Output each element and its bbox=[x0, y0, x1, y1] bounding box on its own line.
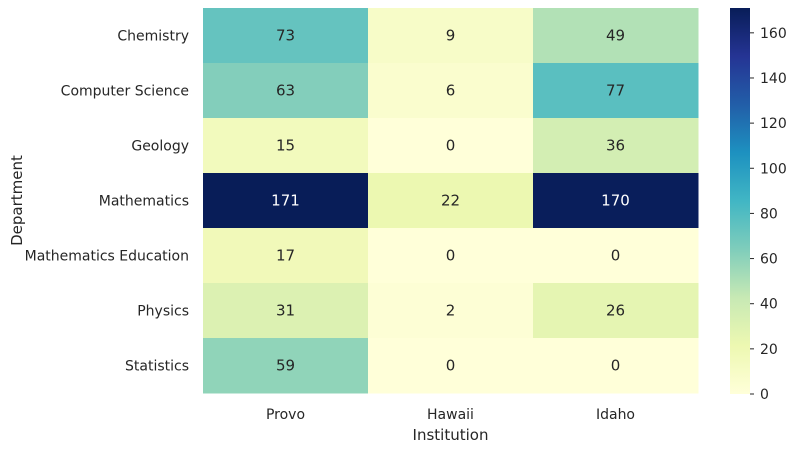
colorbar-tick-label-160: 160 bbox=[760, 26, 787, 42]
cell-value-chemistry-hawaii: 9 bbox=[446, 27, 456, 45]
x-tick-labels: Provo Hawaii Idaho bbox=[266, 407, 635, 423]
colorbar-ticks: 0 20 40 60 80 100 120 140 160 bbox=[750, 26, 787, 403]
cell-mathematics-education-hawaii bbox=[368, 228, 534, 284]
cell-physics-hawaii bbox=[368, 283, 534, 339]
cell-value-geology-idaho: 36 bbox=[606, 137, 625, 155]
cell-mathematics-idaho bbox=[533, 173, 699, 229]
cell-value-geology-provo: 15 bbox=[276, 137, 295, 155]
cell-computer-science-idaho bbox=[533, 63, 699, 119]
colorbar-tick-label-100: 100 bbox=[760, 161, 787, 177]
cell-chemistry-provo bbox=[203, 8, 369, 64]
colorbar-tick-label-0: 0 bbox=[760, 387, 769, 403]
cell-value-computer-science-idaho: 77 bbox=[606, 82, 625, 100]
cell-value-statistics-provo: 59 bbox=[276, 357, 295, 375]
cell-value-computer-science-hawaii: 6 bbox=[446, 82, 456, 100]
y-tick-statistics: Statistics bbox=[125, 359, 189, 375]
cell-value-statistics-hawaii: 0 bbox=[446, 357, 456, 375]
cell-mathematics-provo bbox=[203, 173, 369, 229]
cell-geology-idaho bbox=[533, 118, 699, 174]
cell-value-physics-provo: 31 bbox=[276, 302, 295, 320]
cell-value-physics-hawaii: 2 bbox=[446, 302, 456, 320]
y-axis-label: Department bbox=[8, 155, 26, 246]
x-tick-provo: Provo bbox=[266, 407, 305, 423]
cell-value-statistics-idaho: 0 bbox=[611, 357, 621, 375]
colorbar-tick-label-40: 40 bbox=[760, 297, 778, 313]
cell-value-mathematics-provo: 171 bbox=[271, 192, 300, 210]
cell-computer-science-hawaii bbox=[368, 63, 534, 119]
cell-chemistry-idaho bbox=[533, 8, 699, 64]
cell-mathematics-hawaii bbox=[368, 173, 534, 229]
cell-geology-hawaii bbox=[368, 118, 534, 174]
cell-statistics-hawaii bbox=[368, 338, 534, 394]
cell-value-chemistry-idaho: 49 bbox=[606, 27, 625, 45]
colorbar-tick-label-20: 20 bbox=[760, 342, 778, 358]
cell-value-physics-idaho: 26 bbox=[606, 302, 625, 320]
cell-statistics-provo bbox=[203, 338, 369, 394]
cell-value-mathematics-education-idaho: 0 bbox=[611, 247, 621, 265]
cell-chemistry-hawaii bbox=[368, 8, 534, 64]
x-tick-idaho: Idaho bbox=[596, 407, 635, 423]
y-tick-mathematics-education: Mathematics Education bbox=[25, 249, 189, 265]
cell-computer-science-provo bbox=[203, 63, 369, 119]
cell-mathematics-education-provo bbox=[203, 228, 369, 284]
x-axis-label: Institution bbox=[413, 426, 489, 444]
cell-mathematics-education-idaho bbox=[533, 228, 699, 284]
cell-physics-provo bbox=[203, 283, 369, 339]
y-tick-physics: Physics bbox=[137, 304, 189, 320]
cell-value-computer-science-provo: 63 bbox=[276, 82, 295, 100]
y-tick-labels: Chemistry Computer Science Geology Mathemat… bbox=[25, 29, 189, 375]
colorbar-tick-label-80: 80 bbox=[760, 206, 778, 222]
cell-geology-provo bbox=[203, 118, 369, 174]
cell-value-mathematics-idaho: 170 bbox=[601, 192, 630, 210]
colorbar-tick-label-60: 60 bbox=[760, 252, 778, 268]
cell-value-mathematics-hawaii: 22 bbox=[441, 192, 460, 210]
x-tick-hawaii: Hawaii bbox=[427, 407, 474, 423]
colorbar bbox=[730, 8, 750, 394]
y-tick-geology: Geology bbox=[131, 139, 189, 155]
cell-value-chemistry-provo: 73 bbox=[276, 27, 295, 45]
cell-physics-idaho bbox=[533, 283, 699, 339]
cell-value-mathematics-education-hawaii: 0 bbox=[446, 247, 456, 265]
y-tick-mathematics: Mathematics bbox=[99, 194, 189, 210]
cell-value-geology-hawaii: 0 bbox=[446, 137, 456, 155]
cell-statistics-idaho bbox=[533, 338, 699, 394]
cell-value-mathematics-education-provo: 17 bbox=[276, 247, 295, 265]
y-tick-computer-science: Computer Science bbox=[61, 84, 189, 100]
colorbar-tick-label-120: 120 bbox=[760, 116, 787, 132]
y-tick-chemistry: Chemistry bbox=[117, 29, 189, 45]
colorbar-tick-label-140: 140 bbox=[760, 71, 787, 87]
